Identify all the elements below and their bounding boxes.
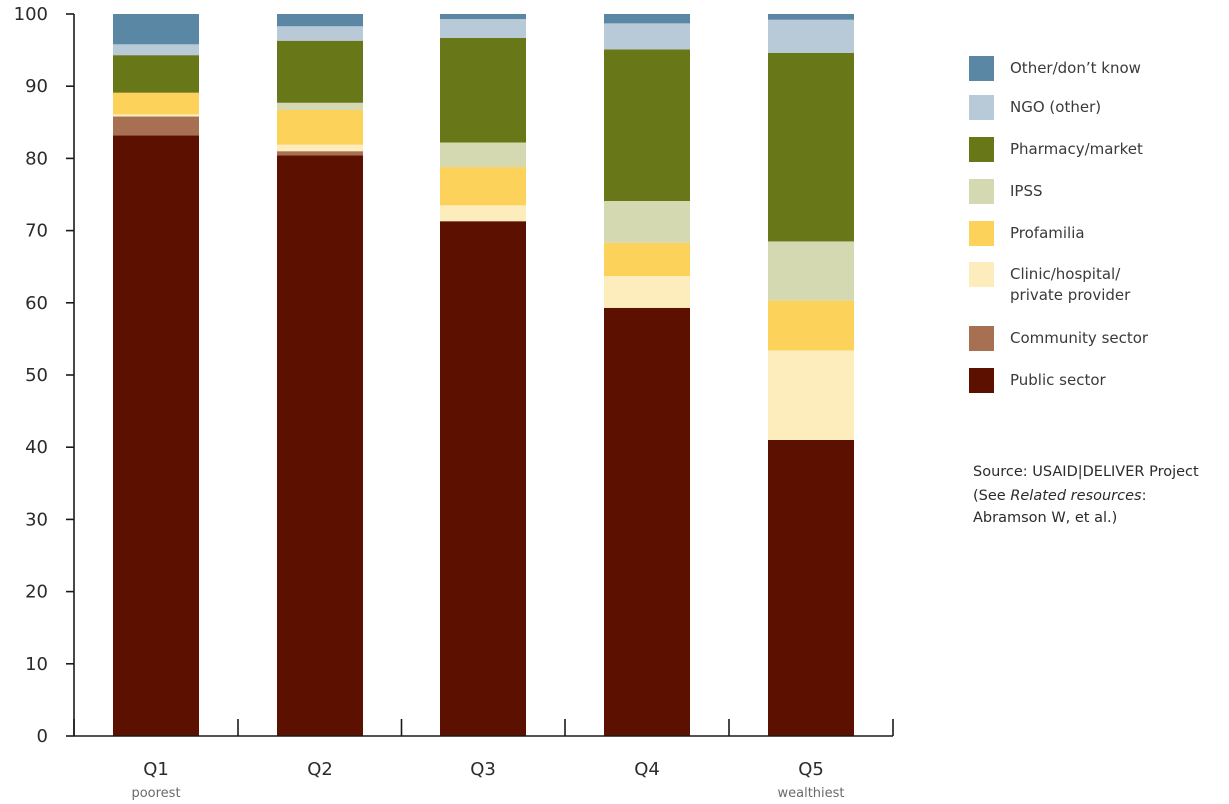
- bar-segment-q5-6: [768, 19, 854, 53]
- x-tick-label-q1: Q1: [143, 759, 169, 780]
- y-tick-label-50: 50: [25, 365, 48, 386]
- bar-segment-q2-7: [277, 14, 363, 27]
- y-tick-label-30: 30: [25, 509, 48, 530]
- reference-authors: Abramson W, et al.): [973, 510, 1118, 526]
- bar-segment-q1-2: [113, 114, 199, 117]
- legend-swatch: [969, 262, 994, 287]
- x-tick-label-q5: Q5: [798, 759, 824, 780]
- x-tick-label-q2: Q2: [307, 759, 333, 780]
- bar-segment-q4-5: [604, 49, 690, 201]
- y-tick-label-90: 90: [25, 76, 48, 97]
- legend-label: Community sector: [1010, 329, 1149, 347]
- x-tick-label-q4: Q4: [634, 759, 660, 780]
- bar-segment-q2-1: [277, 151, 363, 156]
- y-tick-label-20: 20: [25, 582, 48, 603]
- legend-item: IPSS: [969, 179, 1043, 204]
- legend-label: Public sector: [1010, 371, 1106, 389]
- bar-segment-q3-2: [440, 205, 526, 222]
- y-tick-label-70: 70: [25, 221, 48, 242]
- y-tick-label-40: 40: [25, 437, 48, 458]
- x-sublabel-q1: poorest: [131, 786, 180, 801]
- bar-segment-q3-7: [440, 14, 526, 20]
- bar-segment-q5-0: [768, 439, 854, 736]
- bar-segment-q4-0: [604, 307, 690, 736]
- bar-segment-q3-5: [440, 37, 526, 143]
- legend-swatch: [969, 221, 994, 246]
- bar-segment-q2-4: [277, 102, 363, 111]
- axes-group: 0 10 20 30 40 50 60 70 80 90 100 Q1 poorest Q2 Q3 Q4 Q5 w…: [14, 4, 894, 801]
- legend-item: Clinic/hospital/ private provider: [969, 262, 1130, 306]
- legend-item: Pharmacy/market: [969, 137, 1143, 162]
- bar-segment-q1-5: [113, 55, 199, 93]
- bar-segment-q3-0: [440, 221, 526, 737]
- reference-prefix: (See: [973, 488, 1011, 504]
- bar-segment-q1-0: [113, 135, 199, 736]
- legend-swatch: [969, 56, 994, 81]
- legend-item: Public sector: [969, 368, 1106, 393]
- legend-label: Profamilia: [1010, 224, 1085, 242]
- bar-segment-q4-3: [604, 242, 690, 277]
- bar-segment-q5-3: [768, 300, 854, 351]
- stacked-bar-chart: 0 10 20 30 40 50 60 70 80 90 100 Q1 poorest Q2 Q3 Q4 Q5 w…: [14, 4, 894, 801]
- reference-italic: Related resources: [1010, 488, 1142, 504]
- legend-label: Other/don’t know: [1010, 59, 1141, 77]
- source-line: Source: USAID|DELIVER Project: [973, 464, 1199, 480]
- y-tick-label-10: 10: [25, 654, 48, 675]
- bar-segment-q5-2: [768, 350, 854, 440]
- reference-note: (See Related resources: Abramson W, et al…: [973, 485, 1223, 529]
- legend-label: Clinic/hospital/ private provider: [1010, 265, 1131, 304]
- bar-segment-q2-0: [277, 155, 363, 737]
- bar-segment-q4-6: [604, 23, 690, 50]
- legend-swatch: [969, 137, 994, 162]
- bar-segment-q1-6: [113, 44, 199, 56]
- bars-group: [113, 14, 854, 737]
- bar-segment-q5-7: [768, 14, 854, 20]
- y-tick-label-60: 60: [25, 293, 48, 314]
- legend-item: NGO (other): [969, 95, 1101, 120]
- legend-swatch: [969, 179, 994, 204]
- y-tick-label-0: 0: [37, 726, 48, 747]
- reference-suffix: :: [1141, 488, 1147, 504]
- legend-item: Profamilia: [969, 221, 1085, 246]
- bar-segment-q5-4: [768, 241, 854, 301]
- legend-item: Other/don’t know: [969, 56, 1141, 81]
- bar-segment-q1-3: [113, 92, 199, 115]
- legend-swatch: [969, 326, 994, 351]
- bar-segment-q3-6: [440, 19, 526, 38]
- y-tick-label-80: 80: [25, 148, 48, 169]
- x-tick-label-q3: Q3: [470, 759, 496, 780]
- legend-label: IPSS: [1010, 182, 1043, 200]
- bar-segment-q2-5: [277, 40, 363, 103]
- bar-segment-q2-6: [277, 26, 363, 41]
- bar-segment-q3-3: [440, 167, 526, 206]
- legend-label: Pharmacy/market: [1010, 140, 1143, 158]
- bar-segment-q1-7: [113, 14, 199, 45]
- bar-segment-q2-2: [277, 144, 363, 152]
- bar-segment-q4-2: [604, 276, 690, 308]
- bar-segment-q5-5: [768, 52, 854, 242]
- bar-segment-q4-4: [604, 200, 690, 243]
- legend-swatch: [969, 95, 994, 120]
- legend-item: Community sector: [969, 326, 1148, 351]
- legend-swatch: [969, 368, 994, 393]
- bar-segment-q3-4: [440, 142, 526, 168]
- x-sublabel-q5: wealthiest: [777, 786, 844, 801]
- bar-segment-q4-7: [604, 14, 690, 24]
- y-tick-label-100: 100: [14, 4, 48, 25]
- source-note: Source: USAID|DELIVER Project (See Relat…: [973, 460, 1223, 529]
- bar-segment-q2-3: [277, 110, 363, 145]
- legend-label: NGO (other): [1010, 98, 1102, 116]
- bar-segment-q1-1: [113, 116, 199, 136]
